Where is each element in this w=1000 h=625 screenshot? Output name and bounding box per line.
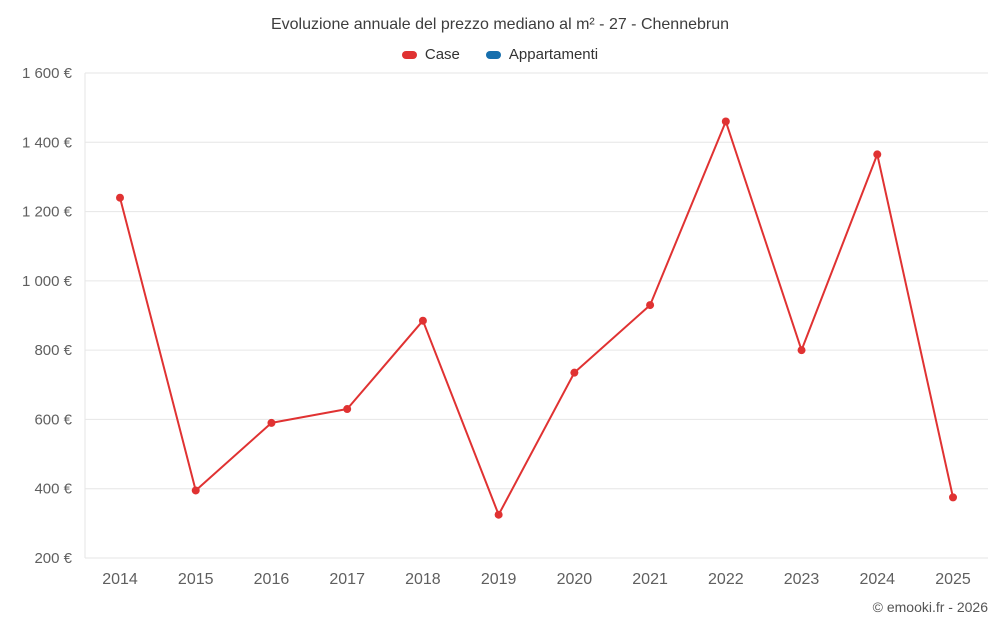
y-axis-label: 1 600 € bbox=[22, 65, 73, 82]
x-axis-label: 2016 bbox=[254, 571, 290, 588]
x-axis-label: 2024 bbox=[859, 571, 895, 588]
data-point-case[interactable] bbox=[267, 418, 276, 427]
x-axis-label: 2022 bbox=[708, 571, 744, 588]
data-point-case[interactable] bbox=[494, 510, 503, 519]
legend: Case Appartamenti bbox=[0, 46, 1000, 63]
data-point-case[interactable] bbox=[797, 346, 806, 355]
legend-swatch-appartamenti-icon bbox=[485, 50, 501, 59]
legend-swatch-case-icon bbox=[401, 50, 417, 59]
x-axis-label: 2015 bbox=[178, 571, 214, 588]
data-point-case[interactable] bbox=[570, 368, 579, 377]
copyright-text: © emooki.fr - 2026 bbox=[872, 599, 988, 615]
x-axis-label: 2023 bbox=[784, 571, 820, 588]
y-axis-label: 800 € bbox=[34, 342, 72, 359]
data-point-case[interactable] bbox=[116, 193, 124, 202]
x-axis-label: 2019 bbox=[481, 571, 517, 588]
y-axis-label: 1 200 € bbox=[22, 204, 73, 221]
y-axis-label: 600 € bbox=[34, 411, 72, 428]
x-axis-label: 2021 bbox=[632, 571, 668, 588]
series-line-case bbox=[119, 120, 954, 516]
data-point-case[interactable] bbox=[646, 301, 655, 310]
y-axis-label: 400 € bbox=[34, 481, 72, 498]
y-axis-label: 1 000 € bbox=[22, 273, 73, 290]
legend-label-appartamenti: Appartamenti bbox=[508, 46, 599, 63]
data-point-case[interactable] bbox=[873, 150, 882, 159]
x-axis-label: 2017 bbox=[329, 571, 365, 588]
data-point-case[interactable] bbox=[191, 486, 200, 495]
chart-title: Evoluzione annuale del prezzo mediano al… bbox=[270, 16, 730, 33]
x-axis-label: 2020 bbox=[557, 571, 593, 588]
data-point-case[interactable] bbox=[949, 493, 957, 502]
data-point-case[interactable] bbox=[721, 117, 730, 126]
x-axis-label: 2025 bbox=[935, 571, 971, 588]
y-axis-label: 1 400 € bbox=[22, 134, 73, 151]
legend-label-case: Case bbox=[424, 46, 460, 63]
legend-item-case[interactable]: Case bbox=[401, 46, 460, 63]
y-axis-label: 200 € bbox=[34, 550, 72, 567]
data-point-case[interactable] bbox=[418, 316, 427, 325]
legend-item-appartamenti[interactable]: Appartamenti bbox=[485, 46, 599, 63]
data-point-case[interactable] bbox=[343, 405, 352, 414]
x-axis-label: 2014 bbox=[102, 571, 138, 588]
x-axis-label: 2018 bbox=[405, 571, 441, 588]
